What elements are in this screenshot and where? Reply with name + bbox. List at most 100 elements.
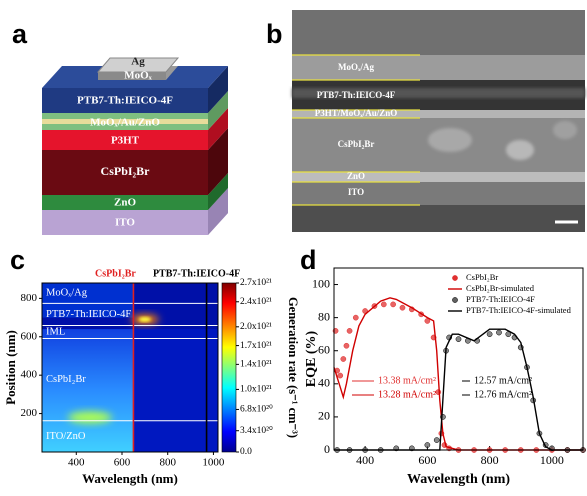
sem-grain [553,121,577,139]
panel-letter: a [12,19,28,49]
series-point [352,314,359,321]
layer-label: ZnO [114,197,136,209]
sem-band [292,55,585,80]
series-point [424,442,431,448]
line-label: PTB7-Th:IEICO-4F [153,268,240,279]
colorbar-tick-label: 2.0x10²¹ [240,322,272,332]
series-point [340,356,347,362]
sem-grain [506,140,534,160]
layer-label: MoOₓ/Ag [338,62,375,72]
legend-label: CsPbI₂Br [466,272,498,282]
y-tick-label: 400 [21,369,38,381]
heatmap-region [42,283,134,318]
plot-frame [333,267,584,451]
series-point [433,437,440,443]
colorbar-tick-label: 1.0x10²¹ [240,385,272,395]
panel-a: a Ag MoOₓ PTB7-Th:IEICO-4F MoOₓ/Au/ZnO P… [12,19,228,235]
panel-b: b MoOₓ/Ag PTB7-Th:IEICO-4F P3HT/MoOₓ/Au/… [266,10,585,232]
layer-side [208,173,228,210]
panel-letter: d [300,245,317,275]
layer [42,150,208,195]
x-axis-label: Wavelength (nm) [82,471,178,486]
x-tick-label: 1000 [202,457,225,469]
series-line [334,328,583,451]
series-point [343,342,350,349]
y-tick-label: 100 [312,276,330,290]
layer-side [208,128,228,195]
panel-d: d 400 600 800 1000 0 20 40 60 80 100 CsPbI₂BrCsPbI₂… [300,245,586,487]
plot-frame [41,282,219,453]
layer-label: IML [46,326,65,337]
legend-label: PTB7-Th:IEICO-4F [466,294,535,304]
layer-side [208,91,228,130]
colorbar-tick-label: 3.4x10²⁰ [240,425,273,436]
colorbar-tick-label: 6.8x10²⁰ [240,404,273,415]
series-point [455,336,462,342]
heatmap-spot [68,411,112,424]
x-tick-label: 400 [68,457,85,469]
layer [42,119,208,124]
colorbar-tick-label: 1.7x10²¹ [240,341,272,351]
series-point [390,301,396,308]
layer-label: ITO [348,187,364,197]
x-tick-label: 1000 [540,453,564,467]
legend-symbol [452,275,458,281]
series-point [486,331,493,338]
sem-band [292,205,585,232]
series-point [346,328,353,334]
layer-label: ITO [115,217,135,229]
sem-band [292,182,585,205]
x-tick-label: 800 [481,453,499,467]
electrode [98,72,166,80]
layer-label: PTB7-Th:IEICO-4F [77,95,173,107]
y-tick-label: 60 [318,342,330,356]
line-label: CsPbI₂Br [95,268,136,279]
y-tick-label: 80 [318,309,330,323]
layer [42,188,228,235]
layer-side [208,66,228,113]
y-tick-label: 800 [21,292,38,304]
x-axis-label: Wavelength (nm) [407,472,510,487]
colorbar-label: Generation rate (s⁻¹ cm⁻³) [286,297,300,438]
layer-label: P3HT/MoOₓ/Au/ZnO [315,108,398,118]
series-point [337,372,344,379]
panel-letter: c [10,245,25,275]
layer-label: PTB7-Th:IEICO-4F [46,309,131,320]
y-tick-label: 200 [21,407,38,419]
layer-label: CsPbI₂Br [46,374,86,385]
y-tick-label: 600 [21,330,38,342]
y-axis-label: Position (nm) [3,330,18,405]
layer [42,88,208,113]
series-point [380,301,387,308]
layer-label: PTB7-Th:IEICO-4F [317,90,396,100]
colorbar-tick-label: 2.7x10²¹ [240,278,272,288]
heatmap-spot [138,316,151,322]
y-tick-label: 0 [324,442,330,456]
legend-label: PTB7-Th:IEICO-4F-simulated [466,305,572,315]
layer-side [208,188,228,235]
annotation: 13.28 mA/cm² [378,389,436,400]
layer-label: ZnO [347,171,365,181]
layer-label: ITO/ZnO [46,431,86,442]
layer-label: P3HT [111,135,140,147]
layer-label: CsPbI₂Br [101,164,151,178]
x-tick-label: 600 [418,453,436,467]
sem-grain [428,128,472,152]
y-tick-label: 40 [318,376,330,390]
colorbar-tick-label: 0.0 [240,447,252,457]
layer-label: CsPbI₂Br [338,139,375,149]
colorbar [221,282,237,453]
interface-lines [292,54,420,206]
layer-label: MoOₓ/Au/ZnO [90,117,160,129]
annotation: 13.38 mA/cm² [378,375,436,386]
annotation: 12.57 mA/cm² [474,375,532,386]
layer-side [208,108,228,150]
legend-symbol [452,297,458,303]
colorbar-tick-label: 2.4x10²¹ [240,297,272,307]
sem-band [292,110,585,118]
series-line [333,297,583,451]
layer-label: MoOₓ/Ag [46,288,88,299]
layer [42,130,208,150]
legend-label: CsPbI₂Br-simulated [466,283,535,293]
